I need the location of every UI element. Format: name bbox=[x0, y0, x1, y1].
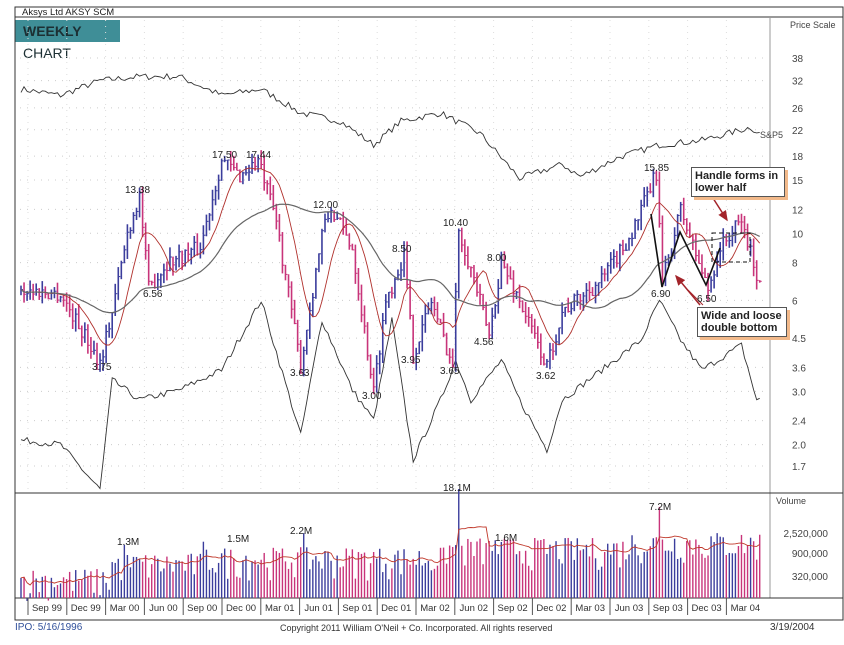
annotation-high: 15.85 bbox=[644, 163, 669, 174]
sp500-label: S&P5 bbox=[760, 130, 783, 140]
price-tick: 8 bbox=[792, 259, 798, 270]
annotation-low: 6.50 bbox=[697, 294, 717, 305]
date-tick: Jun 01 bbox=[304, 603, 333, 614]
volume-annotations: 1.3M 1.5M 2.2M 18.1M 1.6M 7.2M bbox=[117, 483, 671, 548]
volume-annotation: 18.1M bbox=[443, 483, 471, 494]
date-tick: Dec 99 bbox=[71, 603, 101, 614]
annotation-low: 3.65 bbox=[440, 366, 460, 377]
volume-tick: 2,520,000 bbox=[784, 529, 829, 540]
volume-bars bbox=[20, 489, 761, 601]
price-scale-label: Price Scale bbox=[790, 20, 836, 30]
date-tick: Sep 01 bbox=[342, 603, 372, 614]
price-tick: 10 bbox=[792, 229, 804, 240]
price-tick: 32 bbox=[792, 77, 804, 88]
date-axis: Sep 99 Dec 99 Mar 00 Jun 00 Sep 00 Dec 00 Mar … bbox=[27, 598, 761, 615]
price-tick: 3.6 bbox=[792, 363, 806, 374]
ma-10-week-line bbox=[20, 167, 761, 346]
chart-date: 3/19/2004 bbox=[770, 622, 815, 633]
date-tick: Dec 01 bbox=[381, 603, 411, 614]
date-tick: Jun 02 bbox=[460, 603, 489, 614]
volume-moving-average bbox=[20, 526, 760, 586]
chart-title: Aksys Ltd AKSY SCM bbox=[22, 7, 114, 18]
price-tick: 1.7 bbox=[792, 462, 806, 473]
volume-annotation: 1.6M bbox=[495, 533, 517, 544]
price-ticks: 38 32 26 22 18 15 12 10 8 6 4.5 3.6 3.0 2.4 2.0 1.7 bbox=[792, 54, 806, 473]
moving-averages bbox=[20, 167, 761, 346]
annotation-high: 8.50 bbox=[392, 244, 412, 255]
copyright: Copyright 2011 William O'Neil + Co. Inco… bbox=[280, 623, 553, 633]
annotation-high: 17.50 bbox=[212, 150, 237, 161]
price-tick: 18 bbox=[792, 152, 804, 163]
date-tick: Jun 03 bbox=[615, 603, 644, 614]
price-tick: 2.4 bbox=[792, 417, 806, 428]
double-bottom-arrow-2 bbox=[687, 289, 704, 306]
ma-40-week-line bbox=[20, 203, 760, 314]
date-tick: Sep 02 bbox=[498, 603, 528, 614]
annotation-low: 3.63 bbox=[290, 368, 310, 379]
volume-tick: 320,000 bbox=[792, 572, 829, 583]
price-tick: 3.0 bbox=[792, 387, 806, 398]
volume-annotation: 1.5M bbox=[227, 534, 249, 545]
handle-arrow bbox=[710, 194, 728, 222]
volume-label: Volume bbox=[776, 496, 806, 506]
sp500-line bbox=[20, 73, 760, 181]
annotation-low: 3.62 bbox=[536, 371, 556, 382]
price-annotations: 17.50 17.44 13.38 12.00 6.56 3.75 3.63 3… bbox=[92, 150, 717, 402]
annotation-high: 8.00 bbox=[487, 253, 507, 264]
date-tick: Sep 99 bbox=[32, 603, 62, 614]
annotation-low: 6.90 bbox=[651, 289, 671, 300]
relative-strength-line bbox=[20, 299, 760, 490]
date-tick: Mar 00 bbox=[110, 603, 140, 614]
date-tick: Mar 02 bbox=[420, 603, 450, 614]
price-tick: 6 bbox=[792, 296, 798, 307]
price-tick: 15 bbox=[792, 176, 804, 187]
annotation-low: 4.56 bbox=[474, 337, 494, 348]
annotation-high: 17.44 bbox=[246, 150, 271, 161]
index-lines bbox=[20, 73, 760, 490]
badge-text: CHART bbox=[23, 45, 71, 61]
volume-tick: 900,000 bbox=[792, 549, 829, 560]
double-bottom-callout: Wide and loose double bottom bbox=[697, 307, 787, 337]
price-tick: 4.5 bbox=[792, 334, 806, 345]
volume-annotation: 7.2M bbox=[649, 502, 671, 513]
ipo-date: IPO: 5/16/1996 bbox=[15, 622, 83, 633]
handle-box bbox=[711, 232, 751, 263]
annotation-low: 3.75 bbox=[92, 362, 112, 373]
date-tick: Mar 01 bbox=[265, 603, 295, 614]
annotation-high: 13.38 bbox=[125, 185, 150, 196]
date-tick: Mar 04 bbox=[731, 603, 761, 614]
chart-frame bbox=[14, 6, 844, 621]
price-tick: 22 bbox=[792, 126, 804, 137]
annotation-high: 10.40 bbox=[443, 218, 468, 229]
price-tick: 26 bbox=[792, 104, 804, 115]
handle-callout: Handle forms in lower half bbox=[691, 167, 785, 197]
date-tick: Jun 00 bbox=[149, 603, 178, 614]
annotation-low: 3.00 bbox=[362, 391, 382, 402]
price-tick: 2.0 bbox=[792, 441, 806, 452]
price-tick: 38 bbox=[792, 54, 804, 65]
annotation-low: 6.56 bbox=[143, 289, 163, 300]
volume-annotation: 2.2M bbox=[290, 526, 312, 537]
gridlines bbox=[20, 20, 768, 492]
volume-annotation: 1.3M bbox=[117, 537, 139, 548]
price-bars bbox=[20, 150, 762, 395]
annotation-high: 12.00 bbox=[313, 200, 338, 211]
double-bottom-w-line bbox=[650, 213, 721, 288]
date-tick: Dec 00 bbox=[226, 603, 256, 614]
date-tick: Sep 03 bbox=[653, 603, 683, 614]
price-tick: 12 bbox=[792, 205, 804, 216]
date-tick: Sep 00 bbox=[187, 603, 217, 614]
date-tick: Mar 03 bbox=[575, 603, 605, 614]
date-tick: Dec 03 bbox=[692, 603, 722, 614]
annotation-low: 3.95 bbox=[401, 355, 421, 366]
date-tick: Dec 02 bbox=[536, 603, 566, 614]
